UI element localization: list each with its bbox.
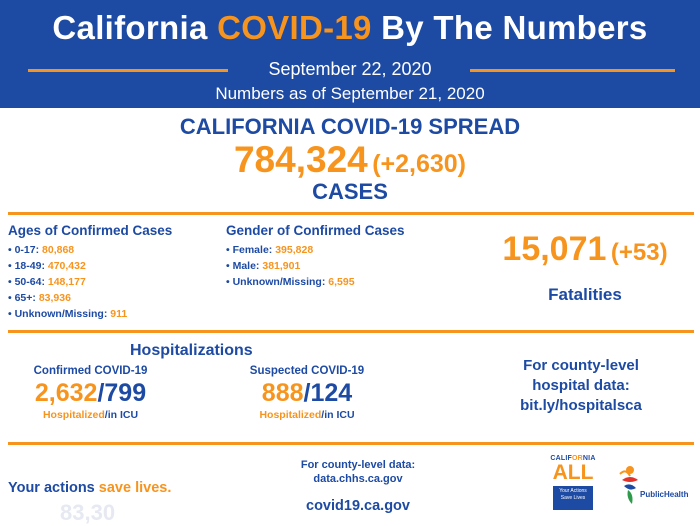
slogan: Your actions save lives. xyxy=(8,480,171,496)
hospital-data-link[interactable]: bit.ly/hospitalsca xyxy=(520,397,642,414)
title-highlight: COVID-19 xyxy=(217,9,372,46)
list-item: • Unknown/Missing: 6,595 xyxy=(226,274,456,290)
county-data-link[interactable]: data.chhs.ca.gov xyxy=(313,473,403,485)
fatalities-count: 15,071 (+53) xyxy=(480,230,690,269)
item-label: • 65+: xyxy=(8,292,39,304)
cases-label: CASES xyxy=(312,179,388,204)
suspected-hospitalized: 888 xyxy=(261,379,304,407)
footer-links: For county-level data: data.chhs.ca.gov … xyxy=(268,458,448,514)
suspected-numbers: 888/124 xyxy=(232,379,382,408)
california-all-logo: CALIFORNIA ALL Your Actions Save Lives xyxy=(548,455,598,510)
slogan-highlight: save lives. xyxy=(98,480,172,496)
list-item: • Female: 395,828 xyxy=(226,242,456,258)
date-divider-left xyxy=(28,69,228,72)
title-prefix: California xyxy=(52,9,218,46)
list-item: • 65+: 83,936 xyxy=(8,290,218,306)
item-label: • Female: xyxy=(226,244,276,256)
confirmed-label: Confirmed COVID-19 xyxy=(33,365,148,377)
public-health-logo: PublicHealth xyxy=(618,460,694,510)
divider xyxy=(8,330,694,333)
suspected-label: Suspected COVID-19 xyxy=(249,365,365,377)
sub-hospitalized: Hospitalized xyxy=(259,409,322,421)
item-label: • Unknown/Missing: xyxy=(226,276,329,288)
public-health-emblem-icon xyxy=(619,466,638,504)
suspected-icu: 124 xyxy=(310,379,353,407)
gender-list: • Female: 395,828 • Male: 381,901 • Unkn… xyxy=(226,242,456,290)
logo-cal-b: OR xyxy=(572,455,583,462)
slogan-prefix: Your actions xyxy=(8,480,99,496)
title-suffix: By The Numbers xyxy=(371,9,648,46)
county-hospital-info: For county-level hospital data: bit.ly/h… xyxy=(478,356,684,416)
item-value: 395,828 xyxy=(275,244,314,256)
spread-title: CALIFORNIA COVID-19 SPREAD xyxy=(179,114,521,139)
ages-list: • 0-17: 80,868 • 18-49: 470,432 • 50-64:… xyxy=(8,242,218,322)
list-item: • 0-17: 80,868 xyxy=(8,242,218,258)
sub-icu: /in ICU xyxy=(104,409,139,421)
county-line-1: For county-level xyxy=(523,357,639,374)
confirmed-hospitalizations: Confirmed COVID-19 2,632/799 Hospitalize… xyxy=(8,365,173,421)
item-value: 6,595 xyxy=(328,276,355,288)
ghost-text: 83,30 xyxy=(60,500,116,525)
fatalities-value: 15,071 xyxy=(502,230,607,268)
cases-delta: (+2,630) xyxy=(372,150,466,178)
county-line-2: hospital data: xyxy=(532,377,630,394)
hospitalizations-title: Hospitalizations xyxy=(130,342,253,359)
sub-icu: /in ICU xyxy=(321,409,355,421)
item-value: 470,432 xyxy=(47,260,86,272)
list-item: • Unknown/Missing: 911 xyxy=(8,306,218,322)
gender-section: Gender of Confirmed Cases • Female: 395,… xyxy=(226,223,456,290)
fatalities-label: Fatalities xyxy=(548,285,622,304)
logo-box-line-2: Save Lives xyxy=(560,495,586,501)
logo-california-text: CALIFORNIA xyxy=(548,455,598,462)
county-data-label: For county-level data: xyxy=(300,459,416,471)
divider xyxy=(8,212,694,215)
cases-value: 784,324 xyxy=(233,139,368,180)
item-label: • 18-49: xyxy=(8,260,48,272)
item-label: • Unknown/Missing: xyxy=(8,308,111,320)
confirmed-icu: 799 xyxy=(104,379,147,407)
confirmed-slash: / xyxy=(97,379,105,407)
ages-section: Ages of Confirmed Cases • 0-17: 80,868 •… xyxy=(8,223,218,322)
confirmed-sub: Hospitalized/in ICU xyxy=(8,409,173,421)
item-value: 381,901 xyxy=(262,260,301,272)
list-item: • Male: 381,901 xyxy=(226,258,456,274)
logo-box-line-1: Your Actions xyxy=(559,488,587,494)
suspected-sub: Hospitalized/in ICU xyxy=(232,409,382,421)
item-label: • 50-64: xyxy=(8,276,48,288)
item-value: 83,936 xyxy=(38,292,71,304)
as-of-date: Numbers as of September 21, 2020 xyxy=(215,84,485,103)
public-health-text: PublicHealth xyxy=(640,490,689,499)
fatalities-delta: (+53) xyxy=(610,239,668,266)
list-item: • 50-64: 148,177 xyxy=(8,274,218,290)
item-value: 80,868 xyxy=(42,244,75,256)
logo-cal-c: NIA xyxy=(582,455,596,462)
item-value: 148,177 xyxy=(47,276,86,288)
item-label: • Male: xyxy=(226,260,263,272)
logo-cal-a: CALIF xyxy=(550,455,573,462)
item-value: 911 xyxy=(110,308,128,320)
ages-title: Ages of Confirmed Cases xyxy=(8,223,173,238)
cases-count: 784,324 (+2,630) xyxy=(0,139,700,181)
report-date: September 22, 2020 xyxy=(268,59,432,79)
suspected-slash: / xyxy=(303,379,311,407)
header-banner: California COVID-19 By The Numbers Septe… xyxy=(0,0,700,108)
date-divider-right xyxy=(470,69,675,72)
page-title: California COVID-19 By The Numbers xyxy=(0,9,700,47)
divider xyxy=(8,442,694,445)
date-row: September 22, 2020 xyxy=(0,59,700,81)
website-link[interactable]: covid19.ca.gov xyxy=(306,498,410,514)
list-item: • 18-49: 470,432 xyxy=(8,258,218,274)
confirmed-numbers: 2,632/799 xyxy=(8,379,173,408)
logo-all-text: ALL xyxy=(552,461,594,484)
suspected-hospitalizations: Suspected COVID-19 888/124 Hospitalized/… xyxy=(232,365,382,421)
confirmed-hospitalized: 2,632 xyxy=(34,379,98,407)
logo-box: Your Actions Save Lives xyxy=(553,486,593,510)
sub-hospitalized: Hospitalized xyxy=(42,409,105,421)
gender-title: Gender of Confirmed Cases xyxy=(226,223,405,238)
item-label: • 0-17: xyxy=(8,244,43,256)
